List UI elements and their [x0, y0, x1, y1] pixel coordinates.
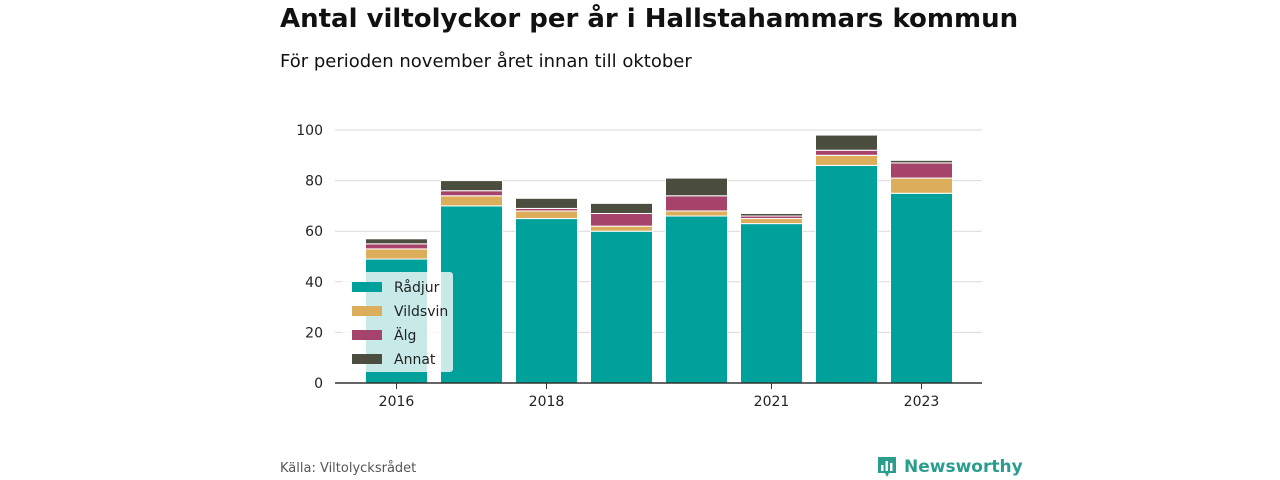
- y-tick-label: 80: [305, 174, 323, 190]
- bar-segment-vildsvin[interactable]: [515, 210, 578, 220]
- bar-segment-annat[interactable]: [665, 177, 728, 197]
- bar-segment-annat[interactable]: [365, 238, 428, 245]
- legend-label-vildsvin: Vildsvin: [394, 304, 448, 320]
- bar-segment-rådjur[interactable]: [590, 230, 653, 384]
- legend-background: [342, 272, 453, 372]
- legend-label-rådjur: Rådjur: [394, 279, 440, 296]
- legend-label-annat: Annat: [394, 352, 436, 368]
- bar-segment-annat[interactable]: [740, 212, 803, 217]
- bar-segment-annat[interactable]: [590, 202, 653, 214]
- bar-segment-rådjur[interactable]: [665, 215, 728, 384]
- y-axis: 0 20 40 60 80 100: [296, 123, 323, 392]
- bar-segment-älg[interactable]: [665, 195, 728, 212]
- legend-swatch-rådjur: [352, 282, 382, 292]
- bar-segment-älg[interactable]: [890, 162, 953, 179]
- bar-segment-annat[interactable]: [890, 159, 953, 164]
- bar-segment-annat[interactable]: [815, 134, 878, 151]
- brand-name: Newsworthy: [904, 457, 1023, 477]
- chart-subtitle: För perioden november året innan till ok…: [280, 51, 692, 72]
- bars: [365, 134, 953, 384]
- bar-segment-rådjur[interactable]: [815, 164, 878, 384]
- bar-segment-rådjur[interactable]: [515, 218, 578, 384]
- y-tick-label: 60: [305, 224, 323, 240]
- bar-segment-vildsvin[interactable]: [365, 248, 428, 260]
- x-axis: 2016 2018 2021 2023: [335, 382, 982, 410]
- legend-swatch-vildsvin: [352, 306, 382, 316]
- x-tick-label: 2016: [379, 394, 415, 410]
- bar-segment-annat[interactable]: [440, 180, 503, 192]
- brand[interactable]: Newsworthy: [876, 455, 1023, 479]
- legend-swatch-annat: [352, 354, 382, 364]
- legend-label-älg: Älg: [394, 326, 416, 344]
- bar-segment-älg[interactable]: [365, 243, 428, 250]
- y-tick-label: 100: [296, 123, 323, 139]
- bar-segment-älg[interactable]: [590, 212, 653, 227]
- y-tick-label: 20: [305, 325, 323, 341]
- legend: Rådjur Vildsvin Älg Annat: [342, 272, 453, 372]
- bar-chart-logo-icon: [878, 457, 896, 477]
- bar-segment-vildsvin[interactable]: [440, 195, 503, 207]
- bar-segment-vildsvin[interactable]: [590, 225, 653, 232]
- bar-segment-vildsvin[interactable]: [815, 154, 878, 166]
- bar-segment-rådjur[interactable]: [890, 192, 953, 384]
- bar-segment-älg[interactable]: [815, 149, 878, 156]
- source-note: Källa: Viltolycksrådet: [280, 461, 417, 476]
- bar-segment-rådjur[interactable]: [740, 223, 803, 384]
- x-tick-label: 2023: [904, 394, 940, 410]
- y-tick-label: 40: [305, 275, 323, 291]
- legend-swatch-älg: [352, 330, 382, 340]
- bar-segment-vildsvin[interactable]: [890, 177, 953, 194]
- x-tick-label: 2021: [754, 394, 790, 410]
- bar-segment-vildsvin[interactable]: [740, 218, 803, 225]
- bar-segment-älg[interactable]: [440, 190, 503, 197]
- chart-title: Antal viltolyckor per år i Hallstahammar…: [280, 4, 1019, 34]
- bar-segment-vildsvin[interactable]: [665, 210, 728, 217]
- x-tick-label: 2018: [529, 394, 565, 410]
- bar-segment-annat[interactable]: [515, 197, 578, 209]
- y-tick-label: 0: [314, 376, 323, 392]
